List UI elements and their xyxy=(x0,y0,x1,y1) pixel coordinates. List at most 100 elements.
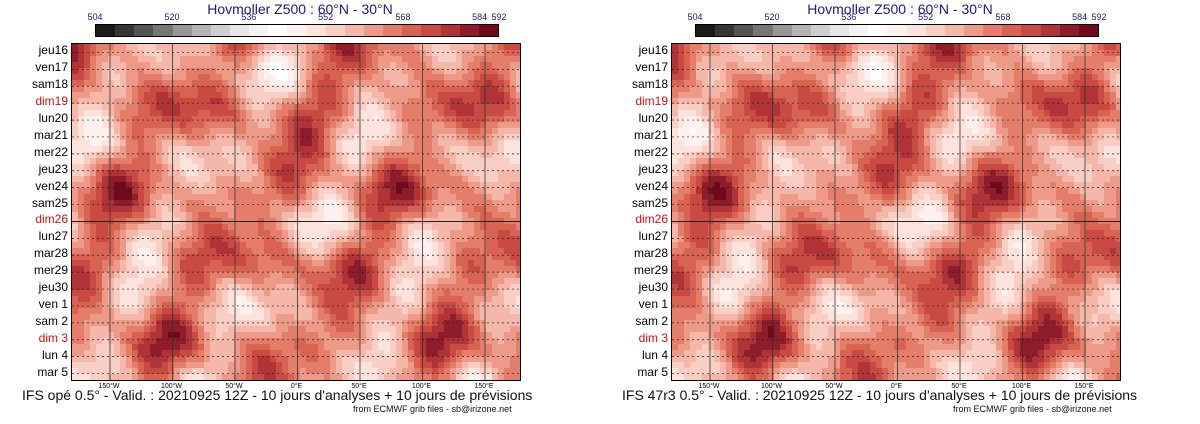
heatmap-cell xyxy=(360,50,366,56)
heatmap-cell xyxy=(456,50,462,56)
heatmap-cell xyxy=(516,242,520,248)
heatmap-cell xyxy=(414,44,420,50)
heatmap-cell xyxy=(228,266,234,272)
heatmap-cell xyxy=(444,110,450,116)
heatmap-cell xyxy=(210,212,216,218)
heatmap-cell xyxy=(396,194,402,200)
heatmap-cell xyxy=(942,50,948,56)
heatmap-cell xyxy=(180,374,186,380)
heatmap-cell xyxy=(210,44,216,50)
heatmap-cell xyxy=(444,212,450,218)
heatmap-cell xyxy=(366,374,372,380)
heatmap-cell xyxy=(456,110,462,116)
heatmap-cell xyxy=(240,236,246,242)
heatmap-cell xyxy=(354,104,360,110)
heatmap-cell xyxy=(384,206,390,212)
heatmap-cell xyxy=(168,236,174,242)
heatmap-cell xyxy=(372,284,378,290)
heatmap-cell xyxy=(294,338,300,344)
heatmap-cell xyxy=(426,308,432,314)
heatmap-cell xyxy=(390,62,396,68)
heatmap-cell xyxy=(1008,56,1014,62)
heatmap-cell xyxy=(444,170,450,176)
heatmap-cell xyxy=(420,224,426,230)
heatmap-cell xyxy=(132,74,138,80)
heatmap-cell xyxy=(156,350,162,356)
heatmap-cell xyxy=(252,362,258,368)
heatmap-cell xyxy=(486,254,492,260)
heatmap-cell xyxy=(414,128,420,134)
heatmap-cell xyxy=(294,362,300,368)
heatmap-cell xyxy=(336,92,342,98)
colorbar-swatch xyxy=(1021,25,1041,36)
heatmap-cell xyxy=(84,296,90,302)
heatmap-cell xyxy=(240,110,246,116)
heatmap-cell xyxy=(228,278,234,284)
heatmap-cell xyxy=(258,146,264,152)
heatmap-cell xyxy=(396,272,402,278)
heatmap-cell xyxy=(498,140,504,146)
heatmap-cell xyxy=(276,68,282,74)
heatmap-cell xyxy=(408,314,414,320)
heatmap-cell xyxy=(180,68,186,74)
heatmap-cell xyxy=(240,254,246,260)
heatmap-cell xyxy=(510,164,516,170)
heatmap-cell xyxy=(360,338,366,344)
heatmap-cell xyxy=(390,362,396,368)
heatmap-cell xyxy=(306,206,312,212)
heatmap-cell xyxy=(438,362,444,368)
heatmap-cell xyxy=(186,146,192,152)
heatmap-cell xyxy=(198,182,204,188)
heatmap-cell xyxy=(408,350,414,356)
heatmap-cell xyxy=(246,86,252,92)
heatmap-cell xyxy=(846,56,852,62)
heatmap-cell xyxy=(246,176,252,182)
heatmap-cell xyxy=(480,44,486,50)
heatmap-cell xyxy=(156,206,162,212)
heatmap-cell xyxy=(504,362,510,368)
heatmap-cell xyxy=(186,278,192,284)
heatmap-cell xyxy=(696,44,702,50)
heatmap-cell xyxy=(354,86,360,92)
heatmap-cell xyxy=(378,80,384,86)
heatmap-cell xyxy=(858,68,864,74)
heatmap-cell xyxy=(180,92,186,98)
heatmap-cell xyxy=(366,212,372,218)
heatmap-cell xyxy=(192,368,198,374)
heatmap-cell xyxy=(312,212,318,218)
heatmap-cell xyxy=(192,278,198,284)
heatmap-cell xyxy=(282,362,288,368)
heatmap-cell xyxy=(498,134,504,140)
heatmap-cell xyxy=(132,92,138,98)
heatmap-cell xyxy=(372,278,378,284)
heatmap-cell xyxy=(180,206,186,212)
heatmap-cell xyxy=(246,356,252,362)
heatmap-cell xyxy=(96,308,102,314)
heatmap-cell xyxy=(390,98,396,104)
heatmap-cell xyxy=(114,200,120,206)
heatmap-cell xyxy=(162,80,168,86)
heatmap-cell xyxy=(402,230,408,236)
heatmap-cell xyxy=(270,194,276,200)
heatmap-cell xyxy=(996,50,1002,56)
heatmap-cell xyxy=(450,308,456,314)
heatmap-cell xyxy=(72,146,78,152)
heatmap-cell xyxy=(330,224,336,230)
heatmap-cell xyxy=(456,224,462,230)
heatmap-cell xyxy=(354,56,360,62)
heatmap-cell xyxy=(126,290,132,296)
heatmap-cell xyxy=(480,128,486,134)
heatmap-cell xyxy=(486,272,492,278)
heatmap-cell xyxy=(96,188,102,194)
heatmap-cell xyxy=(876,68,882,74)
heatmap-cell xyxy=(438,74,444,80)
heatmap-cell xyxy=(426,272,432,278)
heatmap-cell xyxy=(360,140,366,146)
heatmap-cell xyxy=(486,338,492,344)
heatmap-cell xyxy=(822,50,828,56)
heatmap-cell xyxy=(228,326,234,332)
heatmap-cell xyxy=(300,278,306,284)
heatmap-cell xyxy=(870,74,876,80)
heatmap-cell xyxy=(924,80,930,86)
heatmap-cell xyxy=(1044,56,1050,62)
